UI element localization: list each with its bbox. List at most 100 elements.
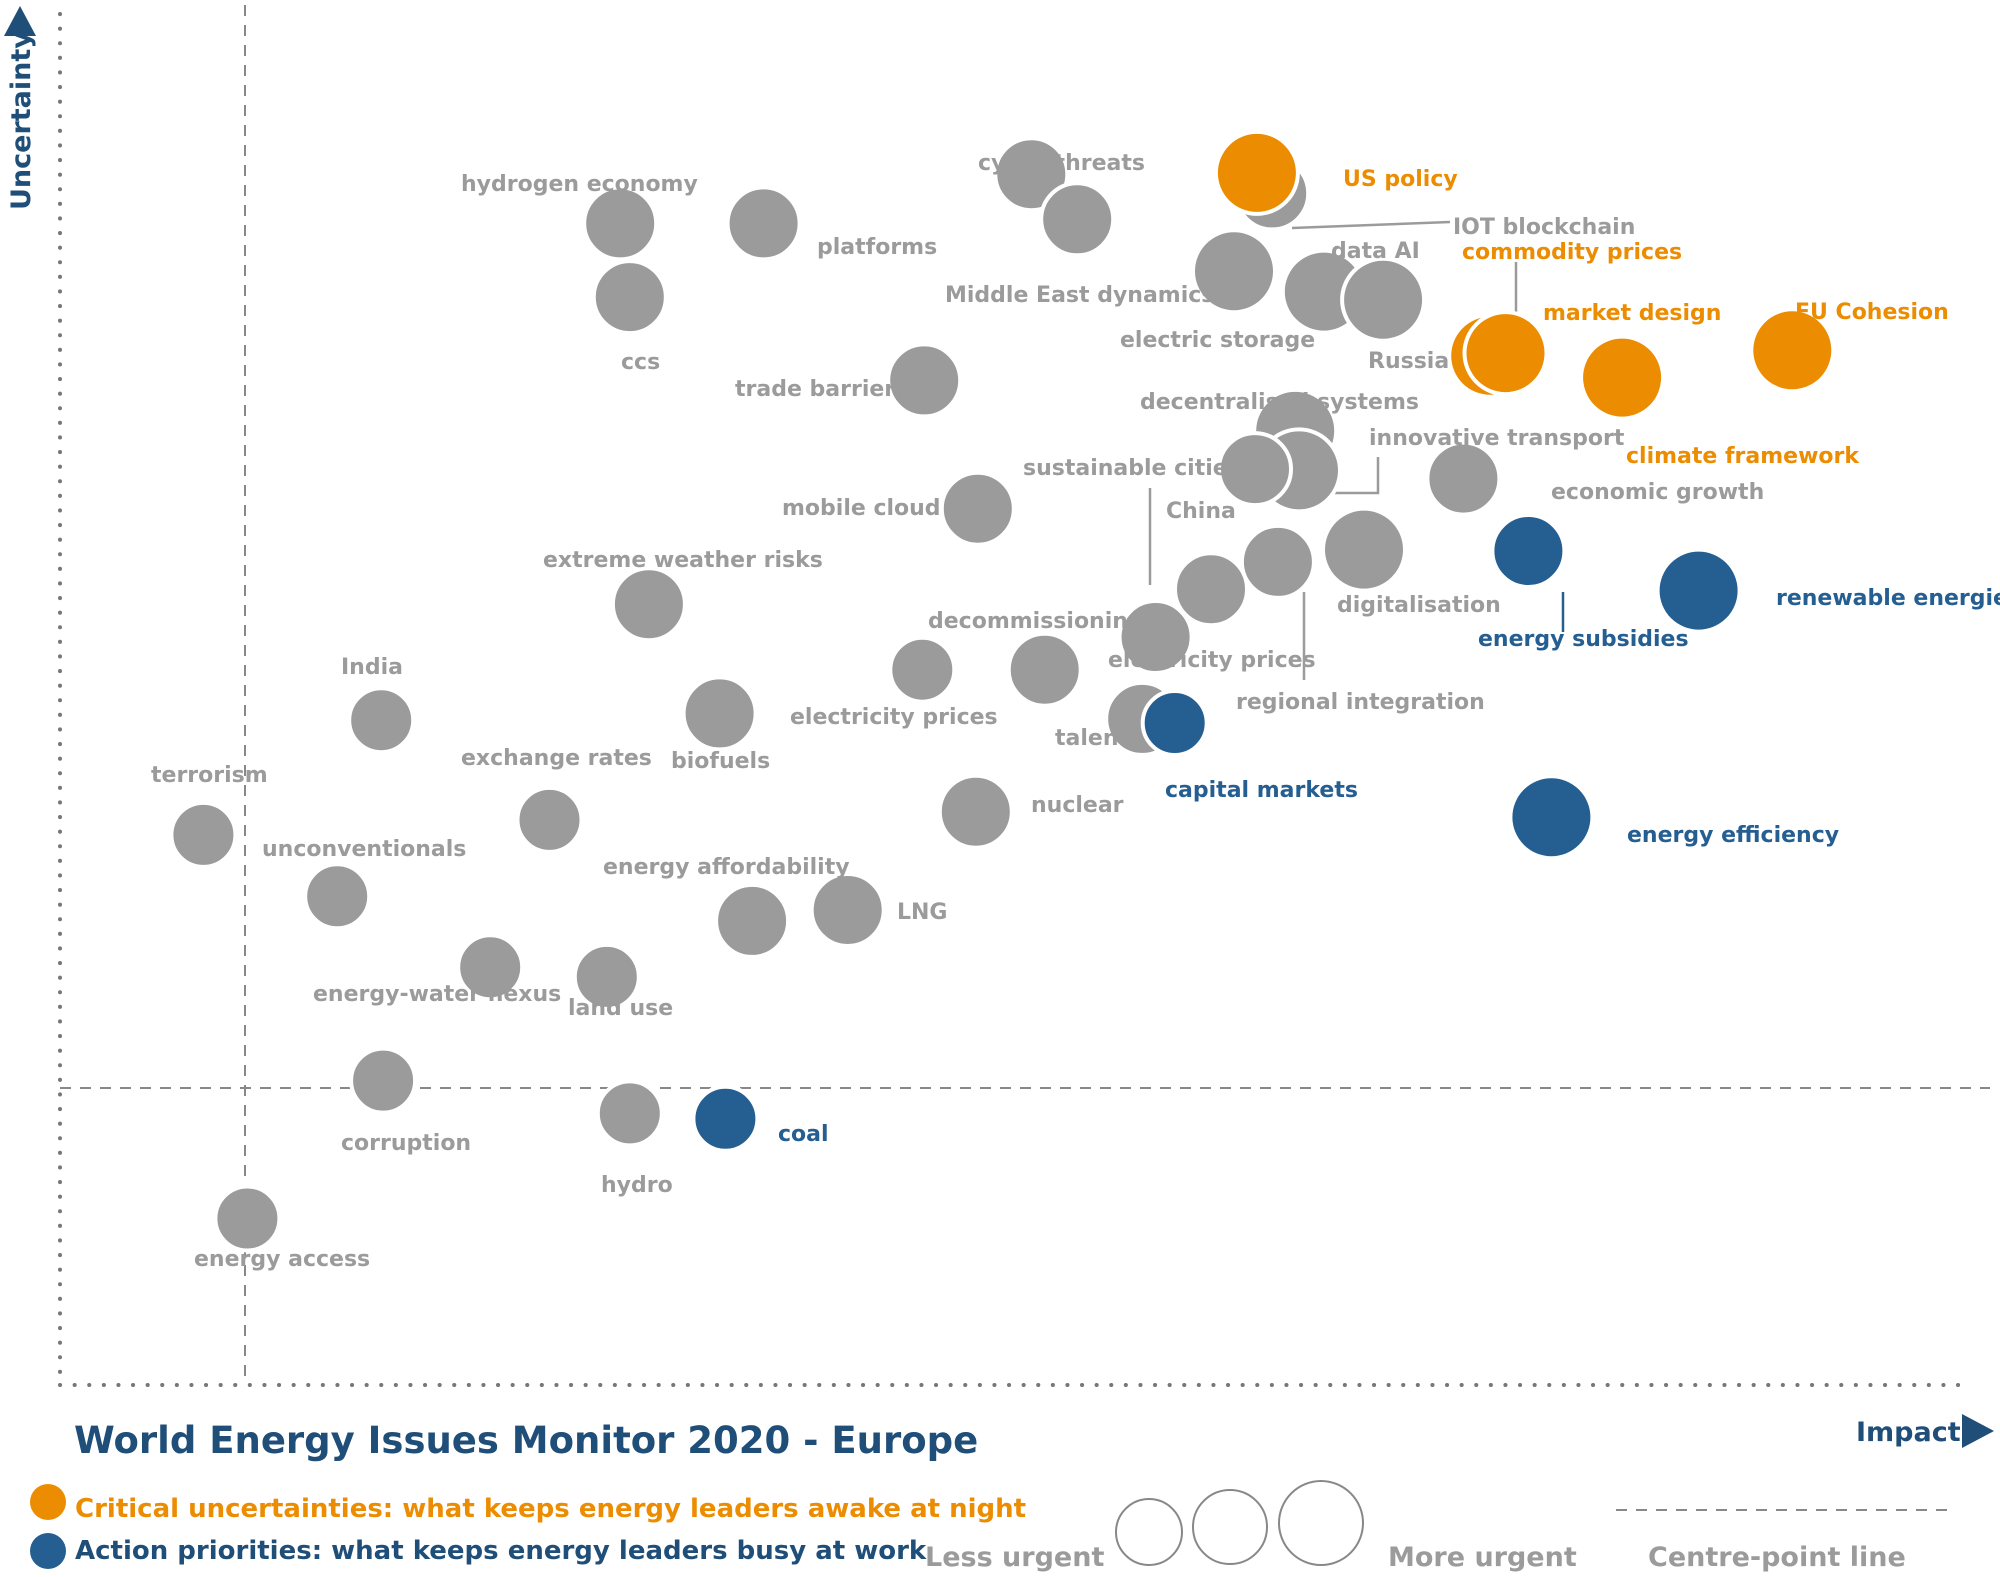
label-platforms: platforms [817, 235, 937, 260]
label-talent: talent [1055, 726, 1129, 751]
label-innovative-transport: innovative transport [1369, 426, 1625, 451]
bubble-lng-40 [809, 872, 886, 948]
bubble-electricity-prices-28 [1173, 551, 1249, 628]
bubble-energy-subsidies-5 [1490, 513, 1567, 589]
label-exchange-rates: exchange rates [461, 746, 652, 771]
bubble-ccs-11 [591, 259, 668, 336]
bubble-mobile-cloud-24 [939, 470, 1016, 547]
label-middle-east-dynamics: Middle East dynamics [945, 283, 1214, 308]
chart-title: World Energy Issues Monitor 2020 - Europ… [74, 1419, 978, 1462]
legend-action-marker [30, 1533, 66, 1569]
label-climate-framework: climate framework [1626, 444, 1860, 469]
bubble-middle-east-dynamics-14 [1039, 181, 1116, 258]
bubble-nuclear-37 [937, 773, 1014, 850]
legend-critical-label: Critical uncertainties: what keeps energ… [75, 1494, 1026, 1524]
label-coal: coal [778, 1122, 829, 1147]
bubble-coal-9 [691, 1084, 760, 1153]
legend: Critical uncertainties: what keeps energ… [30, 1480, 1950, 1573]
legend-action-label: Action priorities: what keeps energy lea… [75, 1536, 927, 1566]
bubble-decommissioning-30 [888, 635, 957, 704]
bubble-renewable-energies-6 [1655, 547, 1742, 634]
label-hydrogen-economy: hydrogen economy [461, 172, 698, 197]
label-capital-markets: capital markets [1165, 778, 1358, 803]
bubble-energy-efficiency-7 [1508, 774, 1595, 861]
bubble-hydrogen-economy-10 [582, 185, 659, 262]
bubble-sustainable-cities-23 [1117, 599, 1194, 675]
bubble-biofuels-34 [681, 675, 758, 752]
x-axis-arrow-icon [1962, 1414, 1994, 1448]
label-data-ai: data AI [1331, 239, 1420, 264]
bubble-climate-framework-3 [1579, 334, 1666, 421]
label-india: India [341, 655, 403, 680]
legend-size-medium [1192, 1489, 1268, 1565]
data-labels: US policy commodity prices market design… [151, 151, 2000, 1272]
bubble-india-33 [347, 686, 416, 755]
bubble-regional-integration-27 [1239, 523, 1316, 600]
bubble-china-22 [1217, 431, 1293, 508]
label-unconventionals: unconventionals [262, 837, 466, 862]
label-china: China [1166, 499, 1236, 524]
legend-size-small [1115, 1498, 1183, 1566]
y-axis-label: Uncertainty [6, 31, 37, 210]
label-extreme-weather-risks: extreme weather risks [543, 548, 823, 573]
legend-centre-line-label: Centre-point line [1648, 1542, 1906, 1573]
bubble-terrorism-36 [169, 800, 238, 869]
bubble-cyber-threats-13 [993, 136, 1070, 213]
label-iot-blockchain: IOT blockchain [1453, 215, 1635, 240]
axes: Uncertainty Impact [4, 5, 1994, 1448]
label-ccs: ccs [621, 350, 660, 375]
label-electricity-prices: electricity prices [1108, 648, 1316, 673]
bubble-unconventionals-38 [303, 862, 372, 931]
label-market-design: market design [1543, 301, 1721, 326]
bubble-corruption-43 [349, 1046, 418, 1115]
bubble-energy-water-nexus-41 [456, 933, 525, 1002]
label-commodity-prices: commodity prices [1462, 240, 1682, 265]
label-trade-barriers: trade barriers [735, 377, 908, 402]
label-hydro: hydro [601, 1173, 673, 1198]
legend-critical-marker [30, 1484, 66, 1520]
bubble-platforms-12 [725, 185, 802, 262]
bubble-land-use-42 [572, 942, 641, 1011]
label-energy-access: energy access [194, 1247, 370, 1272]
bubble-digitalisation-26 [1321, 506, 1407, 593]
label-energy-subsidies: energy subsidies [1478, 627, 1689, 652]
bubble-russia-18 [1340, 256, 1427, 343]
bubble-market-design-2 [1462, 310, 1549, 397]
label-lng: LNG [897, 900, 948, 925]
label-electric-storage: electric storage [1120, 328, 1315, 353]
label-energy-efficiency: energy efficiency [1627, 823, 1839, 848]
label-regional-integration: regional integration [1236, 690, 1485, 715]
label-decentralised-systems: decentralised systems [1140, 390, 1419, 415]
y-axis-arrow-icon [4, 6, 36, 36]
bubble-eu-cohesion-4 [1749, 307, 1836, 394]
leader-line-iot-blockchain [1291, 220, 1451, 230]
label-sustainable-cities: sustainable cities [1023, 456, 1241, 481]
label-large-scale-accidents: electricity prices [790, 705, 998, 730]
label-terrorism: terrorism [151, 763, 268, 788]
bubble-capital-markets-8 [1140, 689, 1209, 757]
bubble-trade-barriers-19 [886, 342, 963, 419]
x-axis-label: Impact [1856, 1417, 1961, 1448]
bubble-electricity-prices-31 [1006, 631, 1083, 708]
label-mobile-cloud: mobile cloud [782, 496, 941, 521]
label-us-policy: US policy [1343, 167, 1458, 192]
legend-less-urgent-label: Less urgent [925, 1542, 1104, 1573]
bubble-electric-storage-16 [1191, 228, 1277, 315]
label-nuclear: nuclear [1031, 793, 1124, 818]
label-digitalisation: digitalisation [1337, 593, 1501, 618]
label-corruption: corruption [341, 1131, 471, 1156]
label-cyber-threats: cyber threats [978, 151, 1145, 176]
bubble-economic-growth-25 [1425, 440, 1502, 517]
label-biofuels: biofuels [671, 749, 770, 774]
bubble-extreme-weather-risks-29 [610, 566, 687, 643]
label-russia: Russia [1368, 349, 1449, 374]
label-decommissioning: decommissioning [928, 609, 1144, 634]
bubble-energy-affordability-39 [714, 882, 791, 959]
label-energy-water-nexus: energy-water nexus [313, 982, 561, 1007]
data-points [169, 129, 1836, 1253]
label-energy-affordability: energy affordability [603, 855, 850, 880]
bubble-energy-access-45 [213, 1184, 282, 1253]
bubble-us-policy-0 [1213, 129, 1300, 216]
legend-size-large [1278, 1480, 1364, 1566]
